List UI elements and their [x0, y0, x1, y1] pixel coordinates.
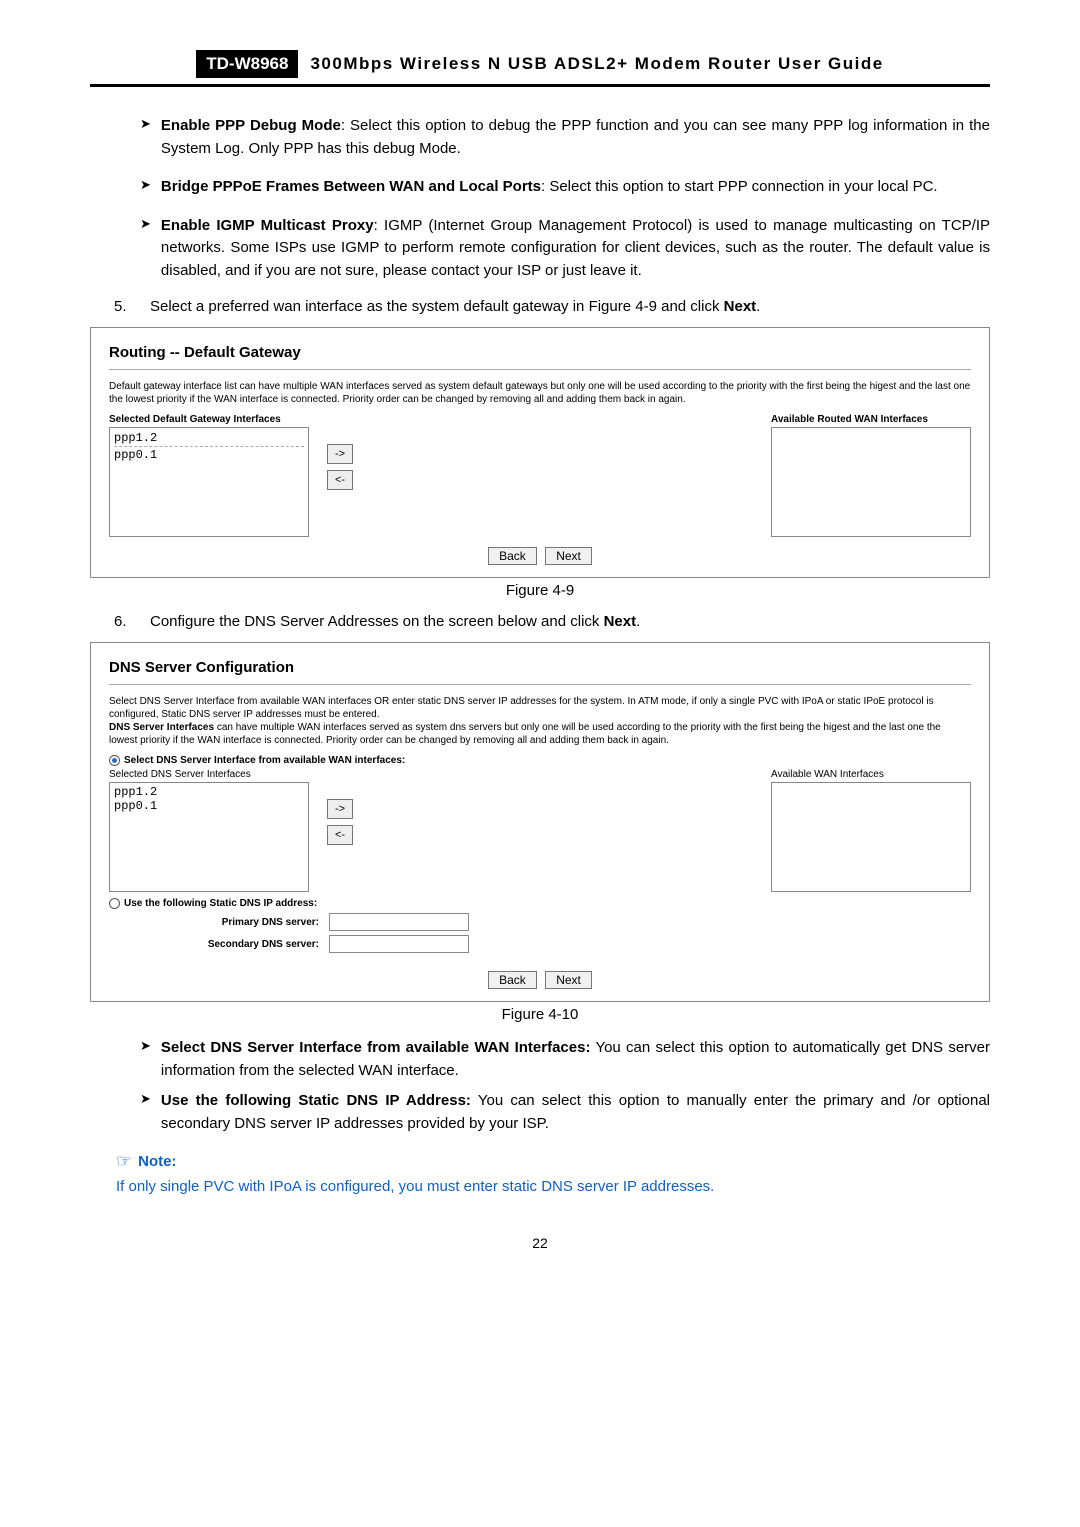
- list-item[interactable]: ppp1.2: [114, 785, 304, 799]
- step-number: 6.: [114, 613, 132, 630]
- doc-title: 300Mbps Wireless N USB ADSL2+ Modem Rout…: [310, 54, 883, 74]
- back-button[interactable]: Back: [488, 971, 537, 989]
- static-dns-fields: Primary DNS server: Secondary DNS server…: [179, 913, 971, 953]
- bullet-text: Bridge PPPoE Frames Between WAN and Loca…: [161, 176, 990, 199]
- bullet-text: Select DNS Server Interface from availab…: [161, 1037, 990, 1082]
- next-button[interactable]: Next: [545, 971, 592, 989]
- selected-gw-label: Selected Default Gateway Interfaces: [109, 414, 309, 425]
- radio-on-icon: [109, 755, 120, 766]
- bullet-text: Use the following Static DNS IP Address:…: [161, 1090, 990, 1135]
- primary-dns-label: Primary DNS server:: [179, 917, 319, 928]
- radio-label: Select DNS Server Interface from availab…: [124, 755, 405, 766]
- bullet-arrow-icon: [140, 176, 151, 194]
- primary-dns-input[interactable]: [329, 913, 469, 931]
- bullet-arrow-icon: [140, 1037, 151, 1055]
- hand-point-icon: ☞: [116, 1151, 132, 1172]
- doc-header: TD-W8968 300Mbps Wireless N USB ADSL2+ M…: [90, 50, 990, 78]
- note-header: ☞ Note:: [116, 1151, 990, 1172]
- bullet-arrow-icon: [140, 115, 151, 133]
- radio-select-interface[interactable]: Select DNS Server Interface from availab…: [109, 755, 971, 766]
- move-left-button[interactable]: <-: [327, 825, 353, 845]
- available-dns-label: Available WAN Interfaces: [771, 769, 971, 780]
- dns-desc: Select DNS Server Interface from availab…: [109, 695, 971, 747]
- step-number: 5.: [114, 298, 132, 315]
- fig-divider: [109, 684, 971, 685]
- routing-desc: Default gateway interface list can have …: [109, 380, 971, 406]
- selected-gw-list[interactable]: ppp1.2 ppp0.1: [109, 427, 309, 537]
- available-gw-label: Available Routed WAN Interfaces: [771, 414, 971, 425]
- move-right-button[interactable]: ->: [327, 799, 353, 819]
- dns-title: DNS Server Configuration: [109, 659, 971, 676]
- back-button[interactable]: Back: [488, 547, 537, 565]
- step-text: Select a preferred wan interface as the …: [150, 298, 990, 315]
- dns-lists: Selected DNS Server Interfaces ppp1.2 pp…: [109, 769, 971, 892]
- header-rule: [90, 84, 990, 87]
- radio-label: Use the following Static DNS IP address:: [124, 898, 317, 909]
- available-dns-list[interactable]: [771, 782, 971, 892]
- list-item[interactable]: ppp0.1: [114, 447, 304, 463]
- page-number: 22: [90, 1235, 990, 1251]
- figure-dns: DNS Server Configuration Select DNS Serv…: [90, 642, 990, 1002]
- radio-off-icon: [109, 898, 120, 909]
- model-badge: TD-W8968: [196, 50, 298, 78]
- radio-static-dns[interactable]: Use the following Static DNS IP address:: [109, 898, 971, 909]
- routing-lists: Selected Default Gateway Interfaces ppp1…: [109, 414, 971, 537]
- bullet-arrow-icon: [140, 215, 151, 233]
- list-item[interactable]: ppp1.2: [114, 430, 304, 447]
- secondary-dns-label: Secondary DNS server:: [179, 939, 319, 950]
- figure-caption-49: Figure 4-9: [90, 582, 990, 599]
- fig-divider: [109, 369, 971, 370]
- move-right-button[interactable]: ->: [327, 444, 353, 464]
- available-gw-list[interactable]: [771, 427, 971, 537]
- move-left-button[interactable]: <-: [327, 470, 353, 490]
- bottom-bullets: Select DNS Server Interface from availab…: [90, 1037, 990, 1135]
- step-5: 5. Select a preferred wan interface as t…: [114, 298, 990, 315]
- note-text: If only single PVC with IPoA is configur…: [116, 1178, 990, 1195]
- next-button[interactable]: Next: [545, 547, 592, 565]
- bullet-arrow-icon: [140, 1090, 151, 1108]
- list-item[interactable]: ppp0.1: [114, 799, 304, 813]
- bullet-text: Enable PPP Debug Mode: Select this optio…: [161, 115, 990, 160]
- figure-routing: Routing -- Default Gateway Default gatew…: [90, 327, 990, 578]
- bullet-text: Enable IGMP Multicast Proxy: IGMP (Inter…: [161, 215, 990, 283]
- secondary-dns-input[interactable]: [329, 935, 469, 953]
- step-6: 6. Configure the DNS Server Addresses on…: [114, 613, 990, 630]
- top-bullets: Enable PPP Debug Mode: Select this optio…: [90, 115, 990, 282]
- step-text: Configure the DNS Server Addresses on th…: [150, 613, 990, 630]
- selected-dns-label: Selected DNS Server Interfaces: [109, 769, 309, 780]
- figure-caption-410: Figure 4-10: [90, 1006, 990, 1023]
- selected-dns-list[interactable]: ppp1.2 ppp0.1: [109, 782, 309, 892]
- routing-title: Routing -- Default Gateway: [109, 344, 971, 361]
- note-label: Note:: [138, 1153, 176, 1170]
